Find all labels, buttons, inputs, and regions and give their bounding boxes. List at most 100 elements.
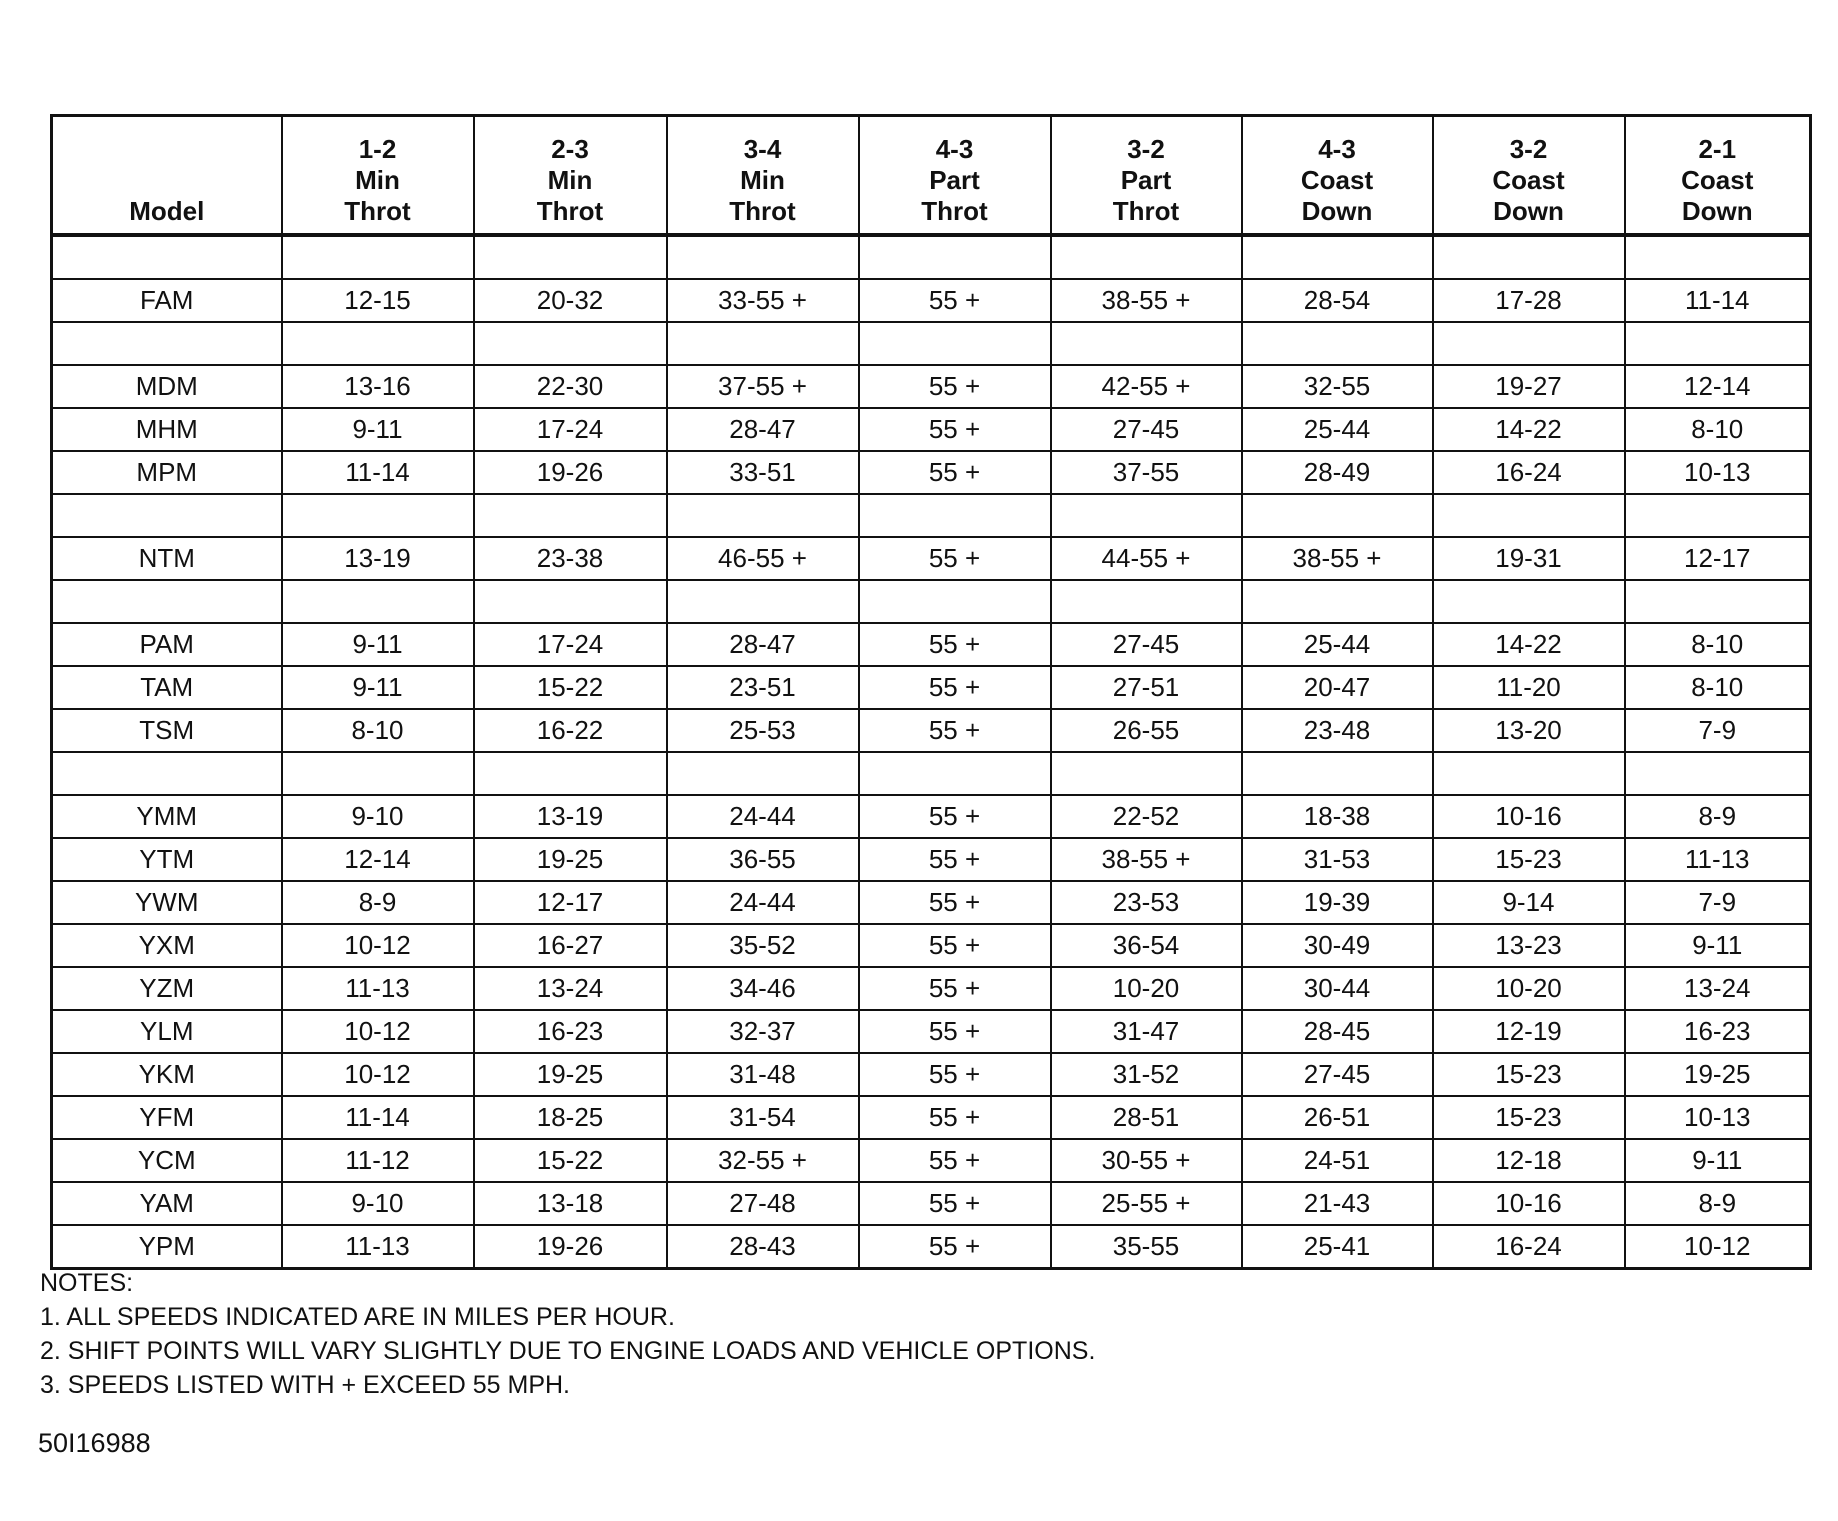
speed-cell: 42-55 + [1049,364,1243,409]
speed-cell: 10-20 [1049,966,1243,1011]
speed-cell: 11-20 [1431,665,1626,710]
column-header-line: Down [1493,196,1564,226]
speed-cell [1240,751,1434,796]
speed-cell: 15-22 [472,665,668,710]
speed-cell [857,579,1052,624]
model-cell: YPM [50,1224,283,1270]
column-header: 3-4 Min Throt [665,114,860,236]
column-header: 4-3 Part Throt [857,114,1052,236]
speed-cell: 19-26 [472,450,668,495]
column-header-line: 3-2 [1127,134,1165,164]
speed-cell: 25-44 [1240,407,1434,452]
speed-cell: 44-55 + [1049,536,1243,581]
column-header-line: Min [547,165,593,195]
speed-cell: 9-11 [1623,923,1812,968]
column-header-line: Throt [729,196,796,226]
speed-cell [472,751,668,796]
model-cell: MHM [50,407,283,452]
table-row: YKM 10-12 19-25 31-48 55 +31-52 27-45 15-23 19-… [50,1052,1812,1097]
speed-cell: 8-9 [1623,794,1812,839]
table-row: PAM 9-11 17-24 28-47 55 +27-45 25-44 14-22 8-10 [50,622,1812,667]
speed-cell: 15-23 [1431,1052,1626,1097]
column-header-line: 2-1 [1698,134,1737,164]
speed-cell: 24-44 [665,880,860,925]
speed-cell: 28-47 [665,407,860,452]
spacer-row [50,751,1812,796]
column-header-line: Throt [921,196,988,226]
speed-cell [1623,321,1812,366]
column-header-line: 3-2 [1509,134,1548,164]
speed-cell: 38-55 + [1049,837,1243,882]
speed-cell: 28-47 [665,622,860,667]
model-cell: TAM [50,665,283,710]
speed-cell: 55 + [857,880,1052,925]
speed-cell: 9-11 [280,665,475,710]
speed-cell: 11-14 [280,1095,475,1140]
speed-cell: 24-51 [1240,1138,1434,1183]
speed-cell: 19-26 [472,1224,668,1270]
model-cell [50,579,283,624]
speed-cell: 15-23 [1431,1095,1626,1140]
speed-cell: 12-14 [280,837,475,882]
speed-cell [472,234,668,280]
column-header: 3-2 Part Throt [1049,114,1243,236]
speed-cell: 30-55 + [1049,1138,1243,1183]
table-row: MHM 9-11 17-24 28-47 55 +27-45 25-44 14-22 8-10 [50,407,1812,452]
model-cell: YMM [50,794,283,839]
column-header-line: Part [1120,165,1172,195]
model-cell [50,751,283,796]
speed-cell [857,321,1052,366]
speed-cell: 35-52 [665,923,860,968]
table-row: YMM 9-10 13-19 24-44 55 +22-52 18-38 10-16 8-9 [50,794,1812,839]
column-header: 4-3 Coast Down [1240,114,1434,236]
speed-cell: 8-10 [1623,622,1812,667]
speed-cell [1623,493,1812,538]
speed-cell: 20-47 [1240,665,1434,710]
speed-cell [857,234,1052,280]
speed-cell: 55 + [857,708,1052,753]
column-header: 2-1 Coast Down [1623,114,1812,236]
speed-cell [1431,234,1626,280]
speed-cell: 23-53 [1049,880,1243,925]
speed-cell [1240,234,1434,280]
column-header-line: Down [1681,196,1753,226]
speed-cell: 13-24 [472,966,668,1011]
speed-cell: 13-20 [1431,708,1626,753]
speed-cell: 31-47 [1049,1009,1243,1054]
speed-cell: 16-23 [472,1009,668,1054]
speed-cell: 27-45 [1240,1052,1434,1097]
speed-cell: 55 + [857,1138,1052,1183]
speed-cell: 37-55 + [665,364,860,409]
speed-cell: 10-13 [1623,450,1812,495]
speed-cell: 8-10 [280,708,475,753]
speed-cell: 55 + [857,1224,1052,1270]
model-cell: YTM [50,837,283,882]
speed-cell: 19-31 [1431,536,1626,581]
speed-cell [1240,321,1434,366]
shift-speed-table: Model 1-2 Min Throt 2-3 Min Throt 3-4 Min Throt 4-… [50,114,1812,1270]
speed-cell: 19-39 [1240,880,1434,925]
speed-cell: 55 + [857,837,1052,882]
column-header-line: Throt [1112,196,1180,226]
speed-cell: 36-54 [1049,923,1243,968]
speed-cell: 19-25 [472,837,668,882]
speed-cell: 55 + [857,536,1052,581]
speed-cell: 25-41 [1240,1224,1434,1270]
model-cell: YZM [50,966,283,1011]
speed-cell: 16-24 [1431,450,1626,495]
speed-cell: 8-10 [1623,407,1812,452]
column-header-line: 4-3 [935,134,974,164]
speed-cell [1049,579,1243,624]
model-cell: MPM [50,450,283,495]
speed-cell: 32-55 + [665,1138,860,1183]
speed-cell: 7-9 [1623,880,1812,925]
speed-cell: 32-37 [665,1009,860,1054]
speed-cell: 28-43 [665,1224,860,1270]
speed-cell: 13-16 [280,364,475,409]
speed-cell: 12-17 [472,880,668,925]
column-header-line: Throt [536,196,604,226]
speed-cell: 11-14 [1623,278,1812,323]
column-header-line: Min [740,165,785,195]
speed-cell [1240,579,1434,624]
speed-cell: 55 + [857,278,1052,323]
